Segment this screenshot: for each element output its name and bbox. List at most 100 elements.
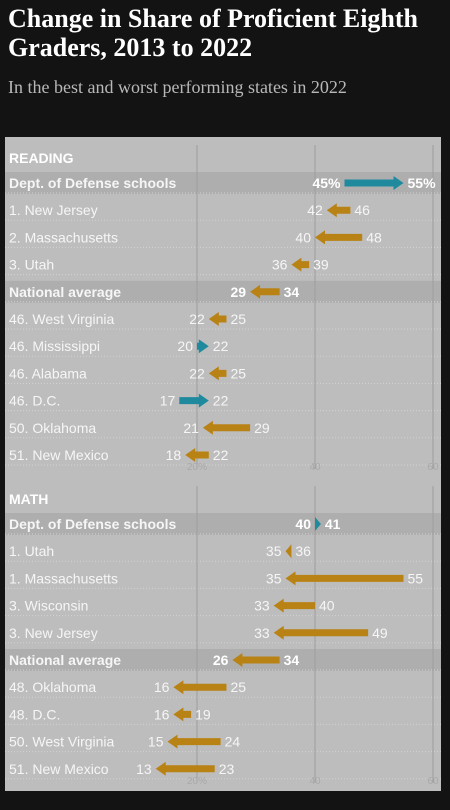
row-label: 46. D.C. [9, 393, 60, 409]
change-arrow [291, 257, 310, 272]
math-axis-tick-label: 40 [309, 776, 321, 787]
value-label-2022: 15 [148, 734, 164, 750]
change-arrow [167, 734, 221, 749]
change-arrow [208, 366, 227, 381]
value-label-2013: 23 [219, 761, 235, 777]
row-label: National average [9, 652, 121, 668]
chart-title: Change in Share of Proficient Eighth Gra… [8, 4, 419, 62]
arrow-chart: READING Dept. of Defense schools 45% 55% 1. … [5, 145, 441, 787]
value-label-2022: 55% [408, 175, 437, 191]
row-label: 50. West Virginia [9, 734, 115, 750]
reading-highlight-band [5, 172, 441, 194]
change-arrow [285, 544, 292, 559]
value-label-2022: 18 [166, 447, 182, 463]
change-arrow [173, 707, 192, 722]
value-label-2022: 16 [154, 706, 170, 722]
row-label: 3. Wisconsin [9, 598, 88, 614]
row-label: 46. Alabama [9, 365, 87, 381]
reading-axis-tick-label: 20% [187, 462, 207, 473]
value-label-2013: 24 [225, 734, 241, 750]
value-label-2013: 19 [195, 706, 211, 722]
row-label: 46. West Virginia [9, 311, 115, 327]
value-label-2013: 25 [231, 365, 247, 381]
value-label-2022: 22 [189, 311, 205, 327]
change-arrow [250, 284, 280, 299]
math-highlight-band [5, 649, 441, 671]
value-label-2013: 39 [313, 257, 329, 273]
value-label-2013: 55 [408, 570, 424, 586]
value-label-2022: 41 [325, 516, 341, 532]
value-label-2022: 21 [183, 420, 199, 436]
row-label: 1. Utah [9, 543, 54, 559]
row-label: 48. Oklahoma [9, 679, 96, 695]
value-label-2013: 25 [231, 679, 247, 695]
row-label: 46. Mississippi [9, 338, 100, 354]
value-label-2022: 40 [295, 229, 311, 245]
value-label-2013: 34 [284, 652, 300, 668]
value-label-2013: 45% [312, 175, 341, 191]
reading-axis-tick-label: 40 [309, 462, 321, 473]
value-label-2013: 40 [295, 516, 311, 532]
value-label-2022: 16 [154, 679, 170, 695]
change-arrow [285, 571, 404, 586]
value-label-2013: 29 [254, 420, 270, 436]
change-arrow [273, 598, 315, 613]
change-arrow [232, 653, 280, 667]
row-label: 1. New Jersey [9, 202, 98, 218]
value-label-2013: 46 [354, 202, 370, 218]
value-label-2022: 26 [213, 652, 229, 668]
chart-subtitle: In the best and worst performing states … [8, 77, 347, 97]
value-label-2022: 35 [266, 543, 282, 559]
value-label-2022: 35 [266, 570, 282, 586]
value-label-2013: 17 [160, 393, 176, 409]
change-arrow [315, 517, 321, 531]
reading-section-title: READING [9, 150, 74, 166]
change-arrow [315, 230, 363, 245]
value-label-2013: 20 [177, 338, 193, 354]
change-arrow [202, 420, 251, 435]
math-section-title: MATH [9, 491, 48, 507]
value-label-2022: 33 [254, 598, 270, 614]
value-label-2022: 22 [213, 338, 229, 354]
row-label: 50. Oklahoma [9, 420, 96, 436]
reading-highlight-band [5, 280, 441, 303]
math-axis-tick-label: 20% [187, 776, 207, 787]
value-label-2022: 22 [189, 365, 205, 381]
row-label: 48. D.C. [9, 706, 60, 722]
change-arrow [344, 176, 404, 190]
row-label: 2. Massachusetts [9, 229, 118, 245]
value-label-2013: 25 [231, 311, 247, 327]
change-arrow [185, 448, 209, 462]
change-arrow [208, 312, 227, 326]
change-arrow [173, 680, 227, 695]
change-arrow [197, 339, 209, 354]
row-label: 3. New Jersey [9, 625, 98, 641]
row-label: 51. New Mexico [9, 447, 109, 463]
value-label-2013: 22 [213, 447, 229, 463]
value-label-2013: 49 [372, 625, 388, 641]
reading-axis-tick-label: 60 [427, 462, 439, 473]
value-label-2013: 40 [319, 598, 335, 614]
row-label: 1. Massachusetts [9, 570, 118, 586]
math-highlight-band [5, 513, 441, 535]
value-label-2022: 22 [213, 393, 229, 409]
value-label-2022: 42 [307, 202, 323, 218]
value-label-2022: 36 [272, 257, 288, 273]
change-arrow [179, 393, 209, 408]
row-label: 3. Utah [9, 257, 54, 273]
row-label: Dept. of Defense schools [9, 516, 176, 532]
value-label-2013: 36 [295, 543, 311, 559]
row-label: Dept. of Defense schools [9, 175, 176, 191]
row-label: National average [9, 284, 121, 300]
value-label-2013: 48 [366, 229, 382, 245]
chart-panel: READING Dept. of Defense schools 45% 55% 1. … [5, 137, 441, 791]
change-arrow [273, 625, 369, 640]
value-label-2022: 13 [136, 761, 152, 777]
change-arrow [326, 203, 351, 218]
value-label-2013: 34 [284, 284, 300, 300]
value-label-2022: 29 [231, 284, 247, 300]
change-arrow [155, 761, 215, 776]
value-label-2022: 33 [254, 625, 270, 641]
row-label: 51. New Mexico [9, 761, 109, 777]
math-axis-tick-label: 60 [427, 776, 439, 787]
